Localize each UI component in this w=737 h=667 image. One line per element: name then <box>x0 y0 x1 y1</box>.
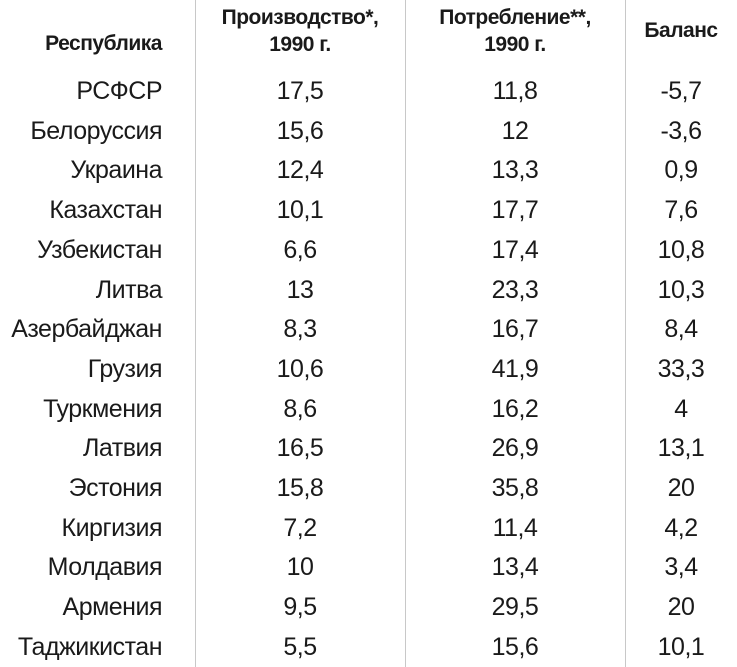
table-cell: 8,6 <box>283 394 317 423</box>
column-header: Баланс <box>644 19 718 42</box>
row-label: Эстония <box>68 474 163 502</box>
table-cell: 4 <box>674 394 688 423</box>
table-cell: 16,7 <box>491 315 539 344</box>
table-cell: 11,4 <box>492 513 538 542</box>
row-label: Молдавия <box>47 553 163 582</box>
row-label: Киргизия <box>61 513 163 542</box>
table-cell: 7,6 <box>664 196 698 225</box>
table-cell: 4,2 <box>664 513 698 542</box>
table-cell: 17,5 <box>276 77 324 105</box>
table-cell: 15,6 <box>491 632 539 661</box>
table-cell: 12,4 <box>276 156 324 185</box>
table-cell: 3,4 <box>664 553 698 582</box>
row-label: Армения <box>62 593 163 622</box>
table-cell: 16,2 <box>491 394 539 423</box>
table-cell: 41,9 <box>491 354 539 383</box>
table-cell: 9,5 <box>283 593 317 622</box>
row-label: Узбекистан <box>37 235 162 264</box>
table-cell: 15,8 <box>276 474 324 502</box>
table-cell: 13,1 <box>657 434 705 463</box>
table-cell: 16,5 <box>276 434 324 463</box>
column-header: Потребление**, 1990 г. <box>439 6 591 56</box>
row-label: Литва <box>95 275 163 304</box>
row-label: Туркмения <box>43 394 162 423</box>
table-cell: 26,9 <box>491 434 539 463</box>
table-cell: 8,4 <box>664 315 698 344</box>
table-cell: 20 <box>667 593 695 622</box>
table-cell: 15,6 <box>276 116 324 145</box>
table-cell: 13,3 <box>491 156 539 185</box>
table-cell: 7,2 <box>283 513 317 542</box>
table-cell: 23,3 <box>491 275 539 304</box>
column-header: Производство*, 1990 г. <box>221 6 379 56</box>
table-cell: 10 <box>286 553 314 582</box>
row-label: Белоруссия <box>30 116 162 145</box>
table-cell: 5,5 <box>283 632 317 661</box>
table-cell: 0,9 <box>664 156 698 185</box>
table-cell: 35,8 <box>491 474 539 502</box>
table-cell: 29,5 <box>491 593 539 622</box>
row-label: РСФСР <box>76 77 162 105</box>
column-divider <box>625 0 626 667</box>
table-cell: -5,7 <box>660 77 702 105</box>
row-label: Казахстан <box>49 196 162 225</box>
column-divider <box>405 0 406 667</box>
table-cell: 10,8 <box>657 235 705 264</box>
row-label: Грузия <box>87 354 163 383</box>
column-header: Республика <box>45 32 162 55</box>
table-cell: 10,1 <box>657 632 705 661</box>
table-cell: 10,1 <box>276 196 324 225</box>
table-cell: 8,3 <box>283 315 317 344</box>
table-cell: 33,3 <box>657 354 705 383</box>
table-cell: 12 <box>501 116 529 145</box>
table-cell: 6,6 <box>283 235 317 264</box>
table-cell: 17,7 <box>491 196 539 225</box>
table-cell: 10,3 <box>657 275 705 304</box>
table-cell: 13,4 <box>491 553 539 582</box>
table-cell: 13 <box>286 275 314 304</box>
table-cell: 11,8 <box>492 77 538 105</box>
row-label: Украина <box>70 156 162 185</box>
row-label: Таджикистан <box>17 632 163 661</box>
row-label: Латвия <box>83 434 163 463</box>
row-label: Азербайджан <box>11 315 162 344</box>
table-cell: 10,6 <box>276 354 324 383</box>
table-cell: 17,4 <box>491 235 539 264</box>
table-cell: -3,6 <box>660 116 702 145</box>
table-cell: 20 <box>667 474 695 502</box>
column-divider <box>195 0 196 667</box>
